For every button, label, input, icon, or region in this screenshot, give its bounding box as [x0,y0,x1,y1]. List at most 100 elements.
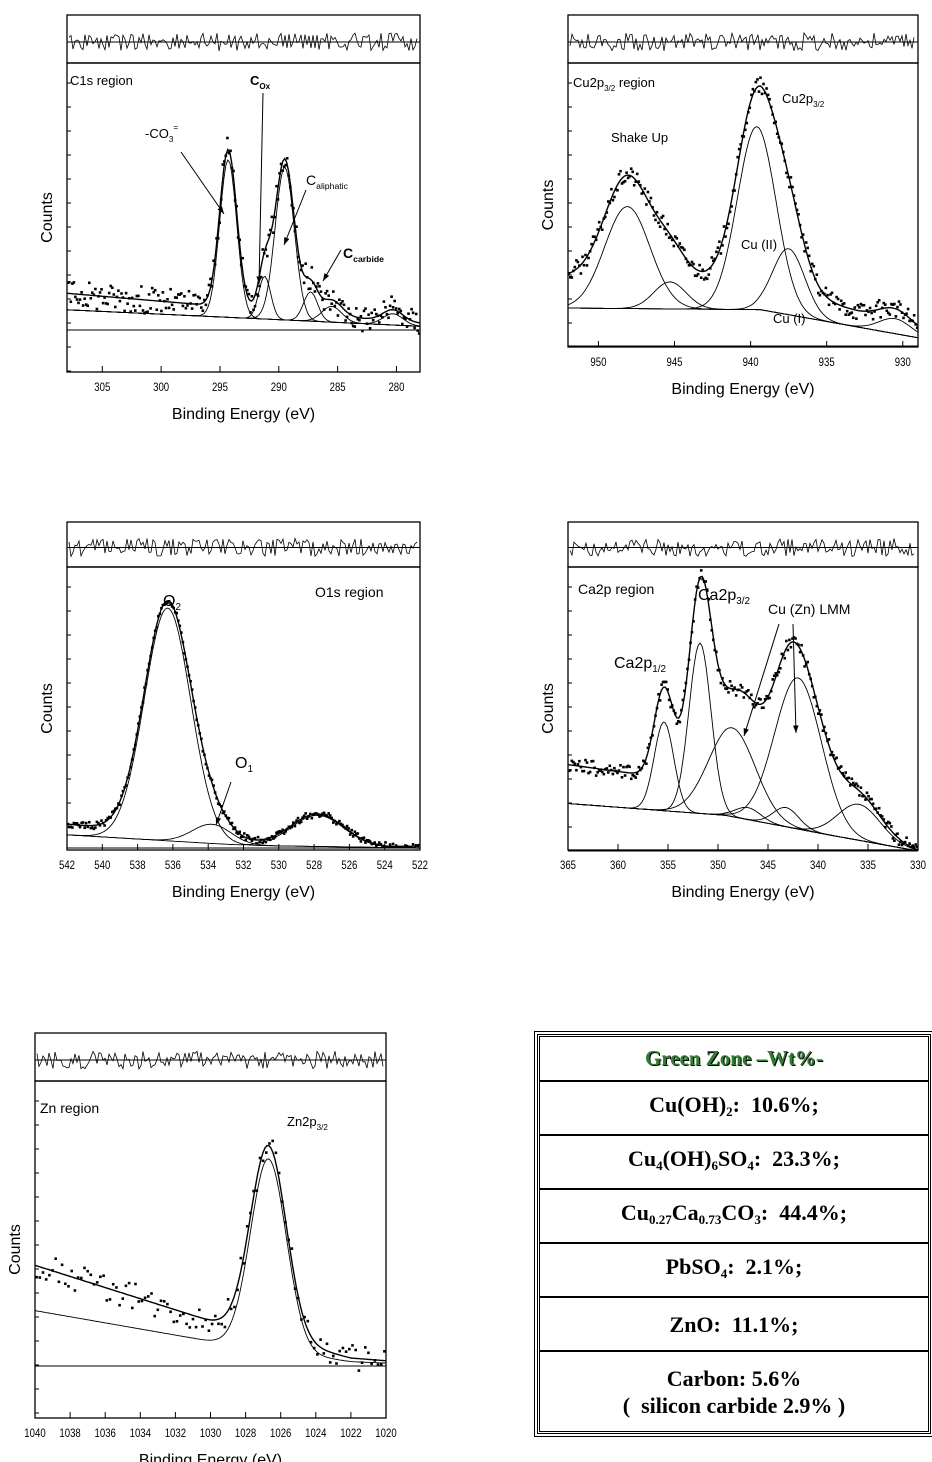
data-point [576,260,580,264]
data-point [140,285,143,288]
data-point [117,802,120,805]
data-point [333,304,337,308]
data-point [207,1329,211,1332]
data-point [89,297,93,300]
data-point [342,825,346,829]
data-point [178,624,182,628]
data-point [757,90,761,93]
data-point [163,299,166,303]
data-point [827,303,831,307]
data-point [284,1221,287,1224]
data-point [86,304,89,308]
data-point [134,1282,137,1286]
data-point [733,189,736,192]
data-point [712,259,715,263]
data-point [252,837,255,841]
data-point [663,680,666,684]
data-point [772,674,776,678]
data-point [903,313,907,316]
data-point [184,306,188,310]
data-point [115,1286,118,1289]
data-point [737,688,741,692]
data-point [383,1350,386,1353]
composition-table: Green Zone –Wt%- Cu(OH)2: 10.6%; Cu4(OH)… [534,1031,932,1437]
chart-panel: 542 540 538 536 534 532 530 528 526 524 522 Binding… [39,521,428,901]
data-point [124,291,128,295]
component-curve [66,309,421,327]
data-point [387,316,390,320]
data-point [575,768,578,772]
data-point [404,844,407,847]
data-point [820,289,823,293]
data-point [582,769,586,773]
data-point [824,286,828,290]
data-point [826,293,829,297]
data-point [95,820,99,824]
annotation-main: O [163,593,175,610]
data-point [81,304,85,307]
data-point [232,169,235,173]
data-point [658,225,662,228]
data-point [782,653,785,657]
x-tick-label: 542 [59,859,75,872]
data-point [733,686,736,689]
data-point [347,307,350,310]
data-point [247,835,251,838]
data-point [316,1353,319,1356]
data-point [818,293,822,297]
data-point [322,308,326,311]
peak-annotation: Cu (I) [773,311,806,326]
data-point [250,839,254,843]
data-point [871,317,875,321]
residual-trace [569,538,915,558]
data-point [161,603,165,607]
plot-frame [567,566,919,851]
data-point [740,134,744,138]
data-point [220,1322,223,1326]
data-point [669,705,672,709]
data-point [652,725,656,728]
data-point [902,842,905,845]
data-point [376,314,380,318]
data-point [241,256,244,260]
data-point [414,312,418,316]
data-point [149,307,152,310]
data-point [417,843,421,847]
data-point [172,606,175,610]
data-point [686,667,689,671]
data-point [233,199,237,202]
data-point [794,202,797,205]
data-point [623,179,627,183]
data-point [267,233,271,237]
peak-annotation: Shake Up [611,130,668,145]
data-point [364,307,367,310]
data-point [728,210,732,214]
data-point [660,216,663,219]
data-point [158,299,162,302]
annotation-main: C [250,73,260,88]
data-point [195,718,198,722]
data-point [661,214,665,218]
data-point [664,232,668,236]
annotation-main: -CO [145,126,169,141]
data-point [290,1247,294,1250]
data-point [223,810,226,813]
data-point [906,307,910,311]
arrow-line [743,623,780,737]
component-curve [66,607,420,849]
data-point [852,316,855,320]
data-point [404,317,407,321]
data-point [143,686,146,689]
data-point [115,806,119,810]
data-point [309,812,312,816]
data-point [332,821,335,824]
data-point [138,715,142,718]
data-point [411,843,415,846]
data-point [643,760,647,764]
data-point [411,311,415,315]
data-point [57,1280,61,1284]
data-point [345,315,349,319]
data-point [584,758,587,762]
data-point [683,689,686,693]
data-point [817,712,820,715]
